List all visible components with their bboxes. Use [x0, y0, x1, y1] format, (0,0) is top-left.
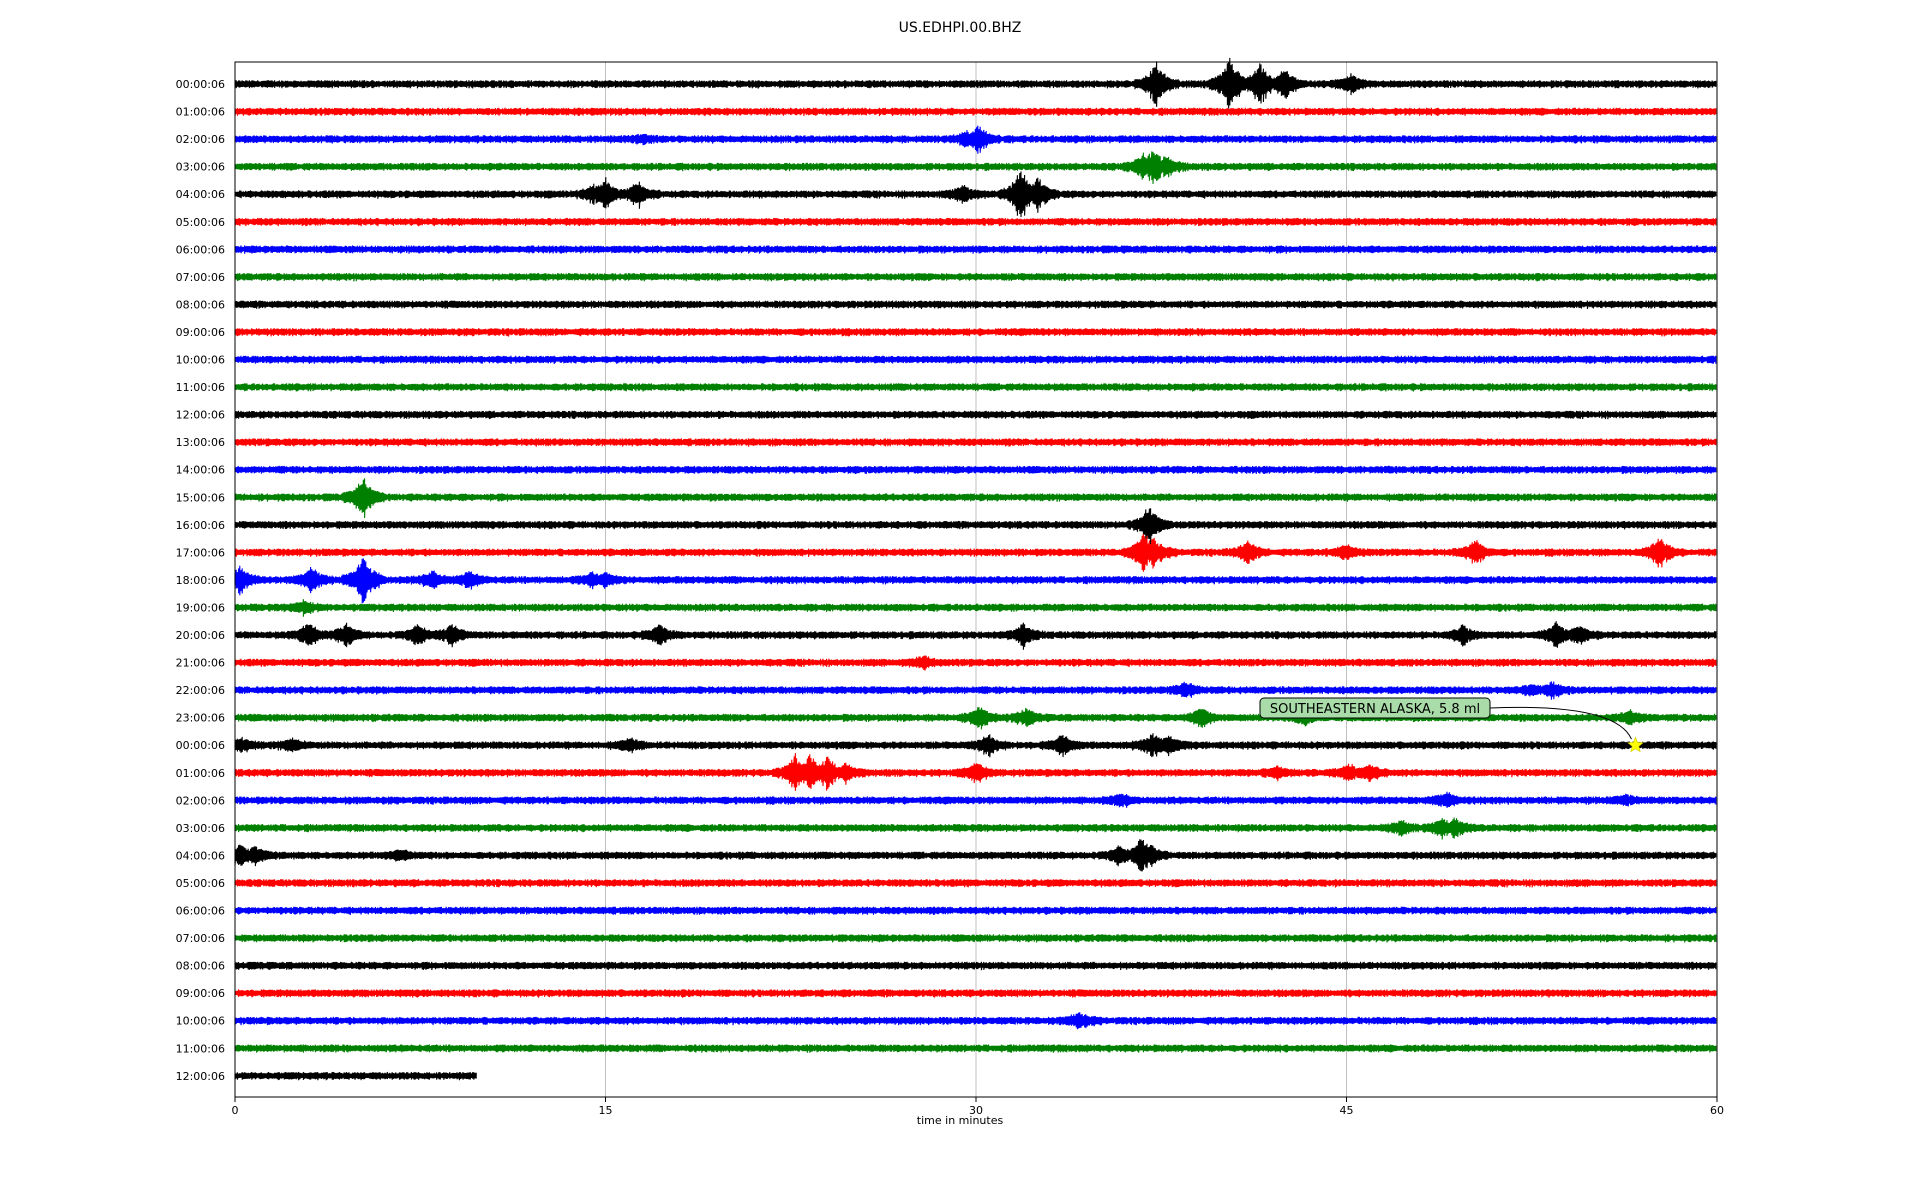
row-time-label: 17:00:06 [176, 546, 225, 559]
row-time-label: 10:00:06 [176, 1015, 225, 1028]
trace-row [234, 1012, 1717, 1030]
row-time-label: 12:00:06 [176, 1070, 225, 1083]
row-time-label: 11:00:06 [176, 381, 225, 394]
trace-row [234, 961, 1717, 971]
x-tick-label: 60 [1710, 1104, 1724, 1117]
annotation-box [1259, 697, 1491, 719]
trace-row [234, 558, 1717, 604]
row-time-label: 04:00:06 [176, 188, 225, 201]
trace-row [234, 533, 1717, 572]
row-time-label: 15:00:06 [176, 491, 225, 504]
trace-row [234, 410, 1717, 420]
row-time-label: 08:00:06 [176, 960, 225, 973]
trace-row [234, 1071, 477, 1081]
trace-row [234, 934, 1717, 943]
trace-row [234, 151, 1717, 184]
row-time-label: 05:00:06 [176, 216, 225, 229]
row-time-label: 11:00:06 [176, 1042, 225, 1055]
row-time-label: 05:00:06 [176, 877, 225, 890]
row-time-label: 22:00:06 [176, 684, 225, 697]
trace-row [234, 791, 1717, 809]
trace-row [234, 272, 1717, 282]
row-time-label: 06:00:06 [176, 243, 225, 256]
chart-title: US.EDHPI.00.BHZ [898, 20, 1022, 36]
trace-row [234, 817, 1717, 840]
trace-row [234, 383, 1717, 392]
row-time-label: 19:00:06 [176, 601, 225, 614]
trace-row [234, 879, 1717, 888]
row-time-label: 18:00:06 [176, 574, 225, 587]
trace-row [234, 438, 1717, 447]
row-time-label: 01:00:06 [176, 106, 225, 119]
trace-row [234, 478, 1717, 519]
row-time-label: 07:00:06 [176, 271, 225, 284]
row-time-label: 03:00:06 [176, 161, 225, 174]
row-time-label: 00:00:06 [176, 739, 225, 752]
trace-row [234, 707, 1717, 730]
trace-row [234, 839, 1717, 872]
row-time-label: 09:00:06 [176, 987, 225, 1000]
row-time-label: 20:00:06 [176, 629, 225, 642]
row-time-label: 08:00:06 [176, 298, 225, 311]
trace-row [234, 245, 1717, 254]
trace-row [234, 621, 1717, 650]
x-tick-label: 15 [599, 1104, 613, 1117]
trace-row [234, 57, 1717, 109]
row-time-label: 14:00:06 [176, 464, 225, 477]
row-time-label: 09:00:06 [176, 326, 225, 339]
row-time-label: 02:00:06 [176, 133, 225, 146]
row-time-label: 01:00:06 [176, 767, 225, 780]
row-time-label: 12:00:06 [176, 409, 225, 422]
row-time-label: 06:00:06 [176, 905, 225, 918]
trace-row [234, 989, 1717, 998]
x-tick-label: 30 [969, 1104, 983, 1117]
row-time-label: 07:00:06 [176, 932, 225, 945]
trace-row [234, 465, 1717, 475]
row-time-label: 10:00:06 [176, 354, 225, 367]
trace-row [234, 753, 1717, 791]
x-tick-label: 45 [1340, 1104, 1354, 1117]
row-time-label: 16:00:06 [176, 519, 225, 532]
row-time-label: 02:00:06 [176, 794, 225, 807]
trace-row [234, 906, 1717, 916]
x-axis-label: time in minutes [916, 1114, 1004, 1127]
trace-row [234, 733, 1717, 758]
trace-row [234, 599, 1717, 617]
annotation-arrow [1489, 706, 1632, 740]
trace-row [234, 171, 1717, 218]
trace-row [234, 107, 1717, 117]
trace-row [234, 217, 1717, 227]
row-time-label: 04:00:06 [176, 849, 225, 862]
row-time-label: 23:00:06 [176, 712, 225, 725]
trace-row [234, 681, 1717, 700]
event-star-marker [1627, 736, 1644, 753]
annotation-label: SOUTHEASTERN ALASKA, 5.8 ml [1270, 702, 1480, 717]
trace-row [234, 655, 1717, 671]
row-time-label: 00:00:06 [176, 78, 225, 91]
row-time-label: 13:00:06 [176, 436, 225, 449]
row-time-label: 03:00:06 [176, 822, 225, 835]
trace-row [234, 300, 1717, 310]
row-time-label: 21:00:06 [176, 657, 225, 670]
x-tick-label: 0 [232, 1104, 239, 1117]
trace-row [234, 508, 1717, 545]
trace-row [234, 125, 1717, 154]
trace-row [234, 328, 1717, 337]
trace-row [234, 355, 1717, 365]
trace-row [234, 1044, 1717, 1053]
